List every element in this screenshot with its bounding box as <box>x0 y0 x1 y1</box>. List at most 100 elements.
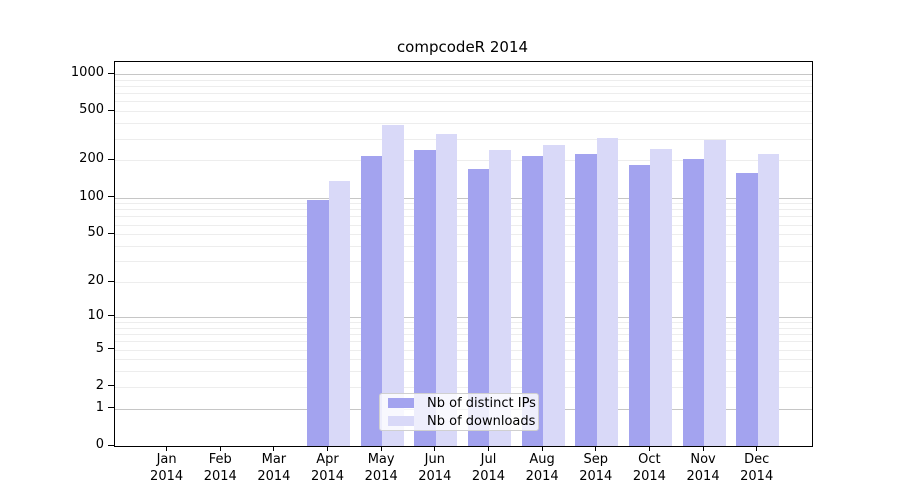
bar-distinct-ips <box>467 169 490 446</box>
gridline-minor <box>115 327 812 329</box>
x-axis-tick-label: Jun 2014 <box>418 452 452 484</box>
y-axis-tick-mark <box>108 407 114 409</box>
legend-swatch-distinct-ips <box>388 398 414 408</box>
gridline-minor <box>115 334 812 336</box>
x-axis-tick-mark <box>380 446 382 451</box>
bar-downloads <box>704 140 726 446</box>
x-axis-tick-mark <box>273 446 275 451</box>
x-axis-tick-label: Nov 2014 <box>686 452 720 484</box>
x-axis-tick-label: Feb 2014 <box>203 452 237 484</box>
gridline-minor <box>115 123 812 125</box>
x-axis-tick-label: Oct 2014 <box>632 452 666 484</box>
x-axis-tick-mark <box>219 446 221 451</box>
gridline-minor <box>115 203 812 205</box>
y-axis-tick-label: 0 <box>95 437 104 452</box>
legend-label-distinct-ips: Nb of distinct IPs <box>427 395 536 411</box>
legend-item-downloads: Nb of downloads <box>380 414 538 429</box>
x-axis-tick-mark <box>166 446 168 451</box>
gridline-major <box>115 74 812 75</box>
legend-swatch-downloads <box>388 416 414 426</box>
bar-downloads <box>435 133 458 446</box>
bar-distinct-ips <box>682 158 705 446</box>
y-axis-tick-mark <box>108 444 114 446</box>
gridline-minor <box>115 246 812 248</box>
bar-distinct-ips <box>736 172 758 446</box>
gridline-major <box>115 197 812 199</box>
bar-downloads <box>650 149 672 446</box>
gridline-minor <box>115 101 812 103</box>
gridline-minor <box>115 86 812 87</box>
y-axis-tick-mark <box>108 315 114 317</box>
y-axis-tick-mark <box>108 72 114 74</box>
x-axis-tick-mark <box>434 446 436 451</box>
gridline-major <box>115 316 812 318</box>
bar-downloads <box>543 145 565 446</box>
x-axis-tick-mark <box>756 446 758 451</box>
x-axis-tick-mark <box>541 446 543 451</box>
gridline-minor <box>115 224 812 226</box>
gridline-minor <box>115 93 812 95</box>
gridline-minor <box>115 341 812 343</box>
y-axis-tick-mark <box>108 109 114 111</box>
x-axis-tick-label: May 2014 <box>364 452 398 484</box>
bar-downloads <box>382 124 404 446</box>
gridline-minor <box>115 349 812 351</box>
bar-distinct-ips <box>521 156 544 446</box>
x-axis-tick-label: Dec 2014 <box>740 452 774 484</box>
legend-label-downloads: Nb of downloads <box>427 413 536 429</box>
legend: Nb of distinct IPs Nb of downloads <box>379 393 539 431</box>
bar-distinct-ips <box>628 164 651 446</box>
y-axis-tick-label: 200 <box>79 151 104 167</box>
bar-distinct-ips <box>360 156 383 446</box>
gridline-minor <box>115 261 812 263</box>
y-axis-tick-mark <box>108 385 114 387</box>
y-axis-tick-mark <box>108 348 114 350</box>
bar-downloads <box>328 181 351 446</box>
chart-title: compcodeR 2014 <box>396 38 529 56</box>
y-axis-tick-mark <box>108 232 114 234</box>
gridline-minor <box>115 216 812 218</box>
gridline-minor <box>115 138 812 140</box>
y-axis-tick-label: 5 <box>95 340 104 356</box>
x-axis-tick-mark <box>595 446 597 451</box>
bar-distinct-ips <box>575 154 597 446</box>
y-axis-tick-label: 20 <box>87 273 104 289</box>
bar-distinct-ips <box>307 200 329 446</box>
gridline-minor <box>115 160 812 162</box>
gridline-minor <box>115 322 812 324</box>
gridline-minor <box>115 359 812 361</box>
bar-downloads <box>596 137 619 446</box>
y-axis-tick-label: 1 <box>95 399 104 415</box>
gridline-minor <box>115 282 812 284</box>
gridline-minor <box>115 386 812 388</box>
bar-downloads <box>489 150 511 446</box>
bar-distinct-ips <box>414 150 436 446</box>
x-axis-tick-label: Mar 2014 <box>257 452 291 484</box>
x-axis-tick-label: Jul 2014 <box>471 452 506 484</box>
x-axis-tick-mark <box>648 446 650 451</box>
y-axis-tick-label: 1000 <box>70 65 104 80</box>
y-axis-tick-mark <box>108 158 114 160</box>
x-axis-tick-mark <box>487 446 489 451</box>
x-axis-tick-label: Aug 2014 <box>525 452 559 484</box>
x-axis-tick-mark <box>327 446 329 451</box>
gridline-minor <box>115 79 812 81</box>
gridline-minor <box>115 371 812 373</box>
x-axis-tick-label: Sep 2014 <box>579 452 613 484</box>
gridline-minor <box>115 209 812 211</box>
y-axis-tick-label: 10 <box>87 307 104 323</box>
y-axis-tick-label: 2 <box>95 377 104 393</box>
plot-area <box>114 61 813 447</box>
gridline-minor <box>115 111 812 113</box>
bar-downloads <box>757 153 780 446</box>
x-axis-tick-label: Jan 2014 <box>150 452 184 484</box>
legend-item-distinct-ips: Nb of distinct IPs <box>380 396 538 411</box>
x-axis-tick-mark <box>702 446 704 451</box>
y-axis-tick-label: 100 <box>79 188 104 204</box>
y-axis-tick-mark <box>108 280 114 282</box>
y-axis-tick-label: 50 <box>87 225 104 241</box>
x-axis-tick-label: Apr 2014 <box>310 452 345 484</box>
y-axis-tick-label: 500 <box>79 102 104 118</box>
gridline-minor <box>115 234 812 236</box>
